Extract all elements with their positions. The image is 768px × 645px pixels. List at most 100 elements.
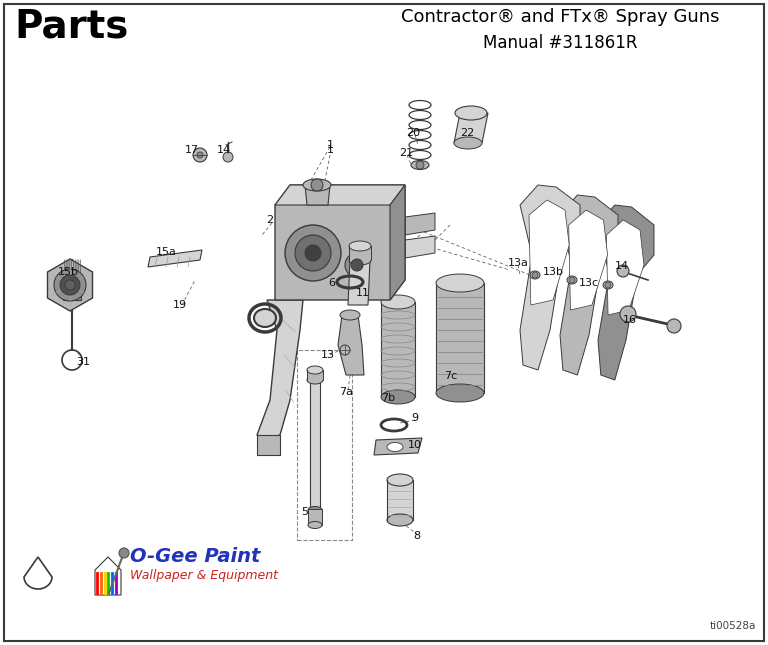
Polygon shape <box>305 185 330 205</box>
Ellipse shape <box>436 274 484 292</box>
Circle shape <box>119 548 129 558</box>
Circle shape <box>54 269 86 301</box>
Text: 14: 14 <box>615 261 629 271</box>
Circle shape <box>532 272 538 278</box>
Bar <box>310 380 320 510</box>
Circle shape <box>569 277 575 283</box>
Polygon shape <box>568 210 607 310</box>
Text: 19: 19 <box>173 300 187 310</box>
Bar <box>307 370 323 380</box>
Bar <box>381 302 415 397</box>
Ellipse shape <box>387 442 403 451</box>
Polygon shape <box>405 236 435 258</box>
Text: 17: 17 <box>185 145 199 155</box>
Polygon shape <box>338 315 364 375</box>
Polygon shape <box>348 260 370 305</box>
Bar <box>349 246 371 260</box>
Ellipse shape <box>411 161 429 170</box>
Ellipse shape <box>381 295 415 309</box>
Circle shape <box>667 319 681 333</box>
Polygon shape <box>257 300 303 440</box>
Text: 14: 14 <box>217 145 231 155</box>
Text: 8: 8 <box>413 531 421 541</box>
Text: 7a: 7a <box>339 387 353 397</box>
Text: 7b: 7b <box>381 393 395 403</box>
Circle shape <box>60 275 80 295</box>
Polygon shape <box>275 185 405 205</box>
Polygon shape <box>607 220 644 315</box>
Ellipse shape <box>308 506 322 513</box>
Text: 13b: 13b <box>542 267 564 277</box>
Ellipse shape <box>381 390 415 404</box>
Polygon shape <box>275 185 405 300</box>
Polygon shape <box>374 438 422 455</box>
Ellipse shape <box>349 241 371 251</box>
Ellipse shape <box>254 309 276 327</box>
Ellipse shape <box>307 376 323 384</box>
Ellipse shape <box>349 255 371 265</box>
Text: 16: 16 <box>623 315 637 325</box>
Text: 7c: 7c <box>445 371 458 381</box>
Bar <box>387 480 413 520</box>
Circle shape <box>617 265 629 277</box>
Polygon shape <box>148 250 202 267</box>
Circle shape <box>345 253 369 277</box>
Ellipse shape <box>455 106 487 120</box>
Ellipse shape <box>530 271 540 279</box>
Text: Wallpaper & Equipment: Wallpaper & Equipment <box>130 568 278 582</box>
Text: ti00528a: ti00528a <box>710 621 756 631</box>
Circle shape <box>340 345 350 355</box>
Circle shape <box>311 179 323 191</box>
Circle shape <box>305 245 321 261</box>
Ellipse shape <box>603 281 613 289</box>
Text: 5: 5 <box>302 507 309 517</box>
Polygon shape <box>454 113 488 143</box>
Bar <box>63 286 81 300</box>
Text: 1: 1 <box>326 140 333 150</box>
Polygon shape <box>520 185 580 370</box>
Bar <box>436 283 484 393</box>
Ellipse shape <box>66 354 78 366</box>
Ellipse shape <box>308 522 322 528</box>
Circle shape <box>416 161 424 169</box>
Circle shape <box>197 152 203 158</box>
Text: O-Gee Paint: O-Gee Paint <box>130 548 260 566</box>
Text: 1: 1 <box>326 145 333 155</box>
Text: 11: 11 <box>356 288 370 298</box>
Circle shape <box>295 235 331 271</box>
Ellipse shape <box>303 179 331 191</box>
Text: Parts: Parts <box>14 8 128 46</box>
Text: 31: 31 <box>76 357 90 367</box>
Text: 20: 20 <box>406 128 420 138</box>
Polygon shape <box>48 259 92 311</box>
Text: 2: 2 <box>266 215 273 225</box>
Ellipse shape <box>436 384 484 402</box>
Bar <box>308 509 322 525</box>
Polygon shape <box>95 557 121 595</box>
Ellipse shape <box>454 137 482 149</box>
Polygon shape <box>529 200 569 305</box>
Polygon shape <box>390 185 405 300</box>
Text: 10: 10 <box>408 440 422 450</box>
Polygon shape <box>598 205 654 380</box>
Text: 13c: 13c <box>579 278 599 288</box>
Text: 15a: 15a <box>156 247 177 257</box>
Text: 13a: 13a <box>508 258 528 268</box>
Circle shape <box>223 152 233 162</box>
Circle shape <box>605 282 611 288</box>
Text: 13: 13 <box>321 350 335 360</box>
Text: 6: 6 <box>329 278 336 288</box>
Text: 15b: 15b <box>58 267 78 277</box>
Text: 21: 21 <box>399 148 413 158</box>
Circle shape <box>65 280 75 290</box>
Text: Manual #311861R: Manual #311861R <box>483 34 638 52</box>
Ellipse shape <box>307 366 323 374</box>
Ellipse shape <box>387 514 413 526</box>
Bar <box>297 350 352 540</box>
Circle shape <box>285 225 341 281</box>
Ellipse shape <box>567 276 577 284</box>
Ellipse shape <box>387 474 413 486</box>
Polygon shape <box>405 213 435 235</box>
Polygon shape <box>257 435 280 455</box>
Circle shape <box>193 148 207 162</box>
